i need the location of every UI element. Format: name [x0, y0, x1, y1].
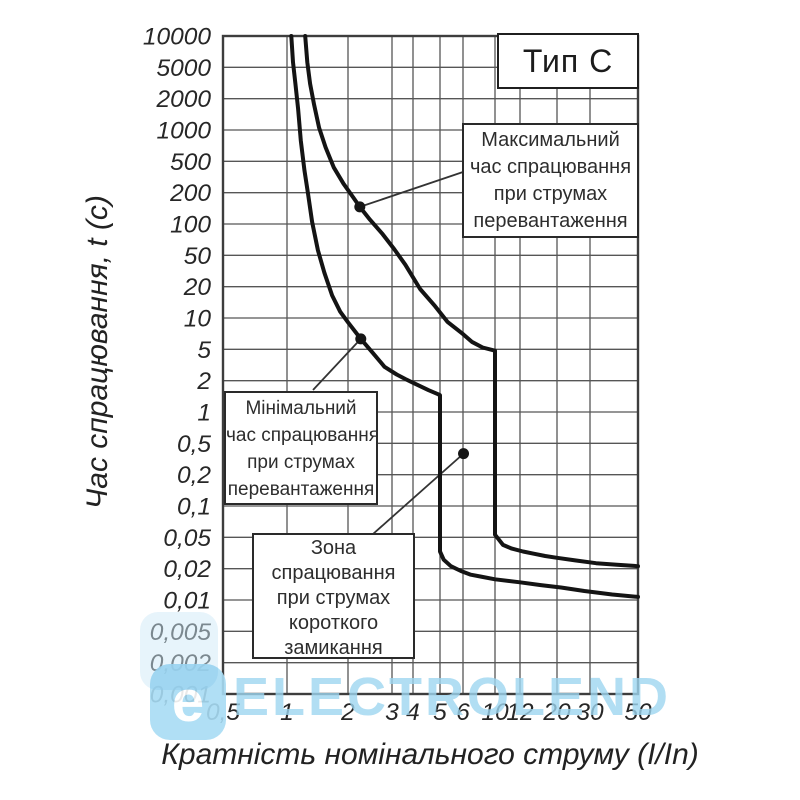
- leader-line: [312, 338, 362, 391]
- y-axis-tick-label: 2000: [155, 86, 211, 113]
- x-axis-tick-label: 10: [481, 699, 509, 726]
- x-axis-tick-label: 3: [385, 699, 399, 726]
- y-axis-tick-label: 5000: [156, 55, 211, 82]
- annotation-line: перевантаження: [473, 210, 628, 232]
- x-axis-tick-label: 4: [406, 699, 420, 726]
- min-overload-point: [355, 333, 367, 345]
- y-axis-tick-label: 0,005: [150, 619, 212, 646]
- y-axis-tick-label: 1000: [156, 118, 211, 145]
- y-axis-tick-label: 0,002: [150, 650, 212, 677]
- annotation-min-trip-time: Мінімальний час спрацювання при струмах …: [224, 391, 380, 505]
- annotation-max-trip-time: Максимальний час спрацювання при струмах…: [462, 123, 639, 238]
- annotation-line: Максимальний: [481, 129, 620, 151]
- x-axis-tick-label: 30: [576, 699, 604, 726]
- x-axis-tick-label: 20: [542, 699, 571, 726]
- annotation-line: Мінімальний: [245, 398, 357, 419]
- x-axis-title: Кратність номінального струму (I/In): [161, 738, 699, 771]
- y-axis-tick-label: 10: [184, 306, 212, 333]
- y-axis-tick-label: 0,01: [163, 588, 211, 615]
- plot-border: [221, 34, 640, 696]
- x-axis-tick-label: 12: [506, 699, 534, 726]
- y-axis-tick-label: 0,1: [177, 494, 211, 521]
- annotation-line: замикання: [284, 637, 383, 659]
- leader-line: [372, 452, 465, 535]
- annotation-line: Зона: [310, 537, 357, 559]
- max-overload-point: [354, 201, 366, 213]
- annotation-line: перевантаження: [227, 479, 375, 500]
- annotation-line: при струмах: [493, 183, 608, 205]
- x-axis-tick-label: 0,5: [206, 699, 240, 726]
- y-axis-tick-label: 200: [169, 180, 211, 207]
- curves: [289, 34, 640, 599]
- y-axis-tick-label: 0,02: [163, 556, 211, 583]
- y-axis-tick-label: 0,001: [150, 682, 211, 709]
- y-axis-tick-label: 0,5: [177, 431, 211, 458]
- x-axis-tick-label: 2: [340, 699, 355, 726]
- type-c-label: Тип С: [522, 43, 614, 79]
- curve-min_trip_time: [289, 34, 640, 599]
- x-axis-tick-label: 50: [624, 699, 652, 726]
- curve-max_trip_time: [303, 34, 640, 569]
- x-axis-tick-label: 6: [456, 699, 470, 726]
- y-axis-tick-label: 10000: [143, 24, 212, 51]
- y-axis-title: Час спрацювання, t (с): [81, 195, 114, 509]
- leader-line: [359, 171, 464, 208]
- y-axis-tick-label: 5: [197, 337, 211, 364]
- y-axis-tick-label: 500: [170, 149, 211, 176]
- marker-dots: [354, 201, 470, 460]
- y-axis-tick-label: 2: [196, 368, 211, 395]
- type-c-label-box: Тип С: [497, 33, 639, 89]
- y-axis-tick-label: 20: [183, 274, 212, 301]
- annotation-line: спрацювання: [271, 562, 396, 584]
- y-axis-tick-label: 100: [170, 212, 211, 239]
- annotation-line: при струмах: [276, 587, 391, 609]
- y-axis-tick-label: 1: [197, 400, 211, 427]
- x-axis-tick-label: 5: [433, 699, 447, 726]
- annotation-line: час спрацювання: [469, 156, 632, 178]
- annotation-line: при струмах: [247, 452, 355, 473]
- annotation-short-circuit-zone: Зона спрацювання при струмах короткого з…: [252, 533, 415, 659]
- leader-lines: [312, 171, 465, 535]
- x-axis-tick-label: 1: [280, 699, 294, 726]
- annotation-line: короткого: [288, 612, 379, 634]
- y-axis-tick-label: 50: [184, 243, 212, 270]
- y-axis-tick-label: 0,05: [163, 525, 211, 552]
- y-axis-tick-label: 0,2: [177, 462, 211, 489]
- annotation-line: час спрацювання: [226, 425, 380, 446]
- short-circuit-point: [458, 448, 470, 460]
- y-tick-labels: 10000 5000 2000 1000 500 200 100 50 20 10 5 2 1 0,5 0,…: [143, 24, 212, 709]
